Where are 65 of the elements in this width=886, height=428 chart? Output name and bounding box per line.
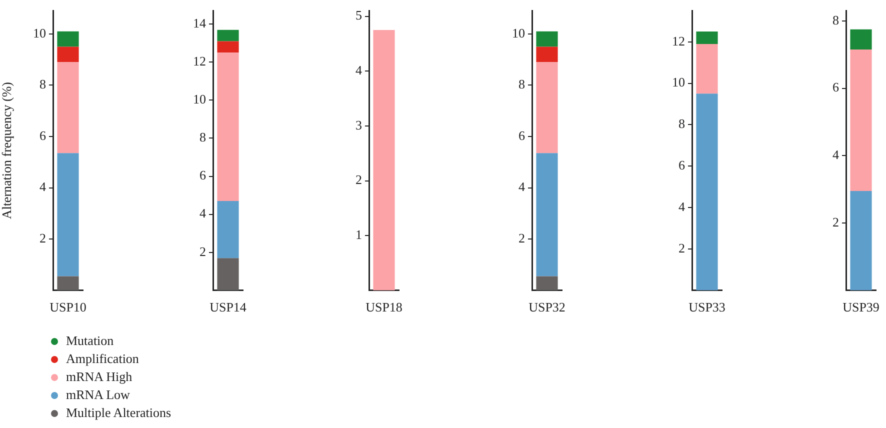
legend-label: Mutation — [66, 332, 114, 350]
y-tick-label: 2 — [678, 240, 685, 256]
bar — [57, 62, 79, 154]
bar — [57, 276, 79, 290]
y-tick-label: 1 — [356, 227, 362, 242]
y-tick-label: 8 — [678, 116, 685, 132]
bar — [536, 46, 558, 62]
bar — [536, 276, 558, 290]
y-tick-label: 14 — [193, 16, 206, 31]
bar — [696, 94, 718, 290]
bar — [696, 44, 718, 94]
x-tick-label: USP14 — [210, 300, 247, 315]
y-tick-label: 2 — [40, 230, 46, 246]
y-tick-label: 12 — [672, 33, 685, 48]
y-tick-label: 4 — [40, 179, 46, 194]
y-tick-label: 10 — [33, 25, 46, 40]
bar — [850, 191, 872, 290]
y-tick-label: 6 — [40, 128, 46, 143]
bar — [57, 153, 79, 276]
y-tick-label: 4 — [518, 179, 526, 194]
y-tick-label: 2 — [200, 244, 206, 259]
bar — [536, 31, 558, 47]
bar — [536, 62, 558, 154]
bar — [696, 32, 718, 44]
y-tick-label: 10 — [193, 92, 206, 107]
bar — [850, 50, 872, 192]
bar — [217, 258, 239, 290]
y-tick-label: 2 — [356, 172, 362, 188]
y-tick-label: 6 — [200, 168, 206, 183]
y-tick-label: 12 — [193, 54, 206, 69]
y-tick-label: 6 — [678, 158, 686, 173]
x-tick-label: USP10 — [50, 300, 86, 315]
y-tick-label: 8 — [832, 12, 839, 28]
y-tick-label: 4 — [356, 62, 362, 78]
y-tick-label: 4 — [832, 147, 840, 162]
x-tick-label: USP32 — [528, 300, 566, 315]
y-tick-label: 5 — [356, 8, 362, 23]
y-tick-label: 4 — [200, 206, 206, 221]
y-axis-title: Alternation frequency (%) — [0, 82, 14, 220]
y-tick-label: 8 — [518, 76, 525, 92]
y-tick-label: 4 — [678, 198, 686, 214]
bar — [217, 30, 239, 42]
legend-label: mRNA High — [66, 368, 132, 386]
y-tick-label: 8 — [200, 130, 206, 145]
bar — [57, 46, 79, 62]
x-tick-label: USP18 — [366, 300, 402, 315]
x-tick-label: USP33 — [688, 300, 726, 315]
y-tick-label: 6 — [518, 128, 526, 143]
bar — [57, 31, 79, 47]
legend-label: Amplification — [66, 350, 139, 368]
y-tick-label: 10 — [512, 25, 525, 40]
y-tick-label: 6 — [832, 80, 840, 95]
y-tick-label: 10 — [672, 74, 685, 90]
legend-label: Multiple Alterations — [66, 404, 172, 422]
y-tick-label: 3 — [356, 117, 362, 132]
y-tick-label: 2 — [832, 214, 839, 230]
y-tick-label: 8 — [40, 76, 46, 92]
legend-label: mRNA Low — [66, 386, 130, 404]
bar — [536, 153, 558, 276]
y-tick-label: 2 — [518, 230, 525, 246]
x-tick-label: USP39 — [842, 300, 880, 315]
bar — [217, 201, 239, 258]
bar — [850, 29, 872, 50]
bar — [217, 41, 239, 53]
bar — [217, 52, 239, 202]
